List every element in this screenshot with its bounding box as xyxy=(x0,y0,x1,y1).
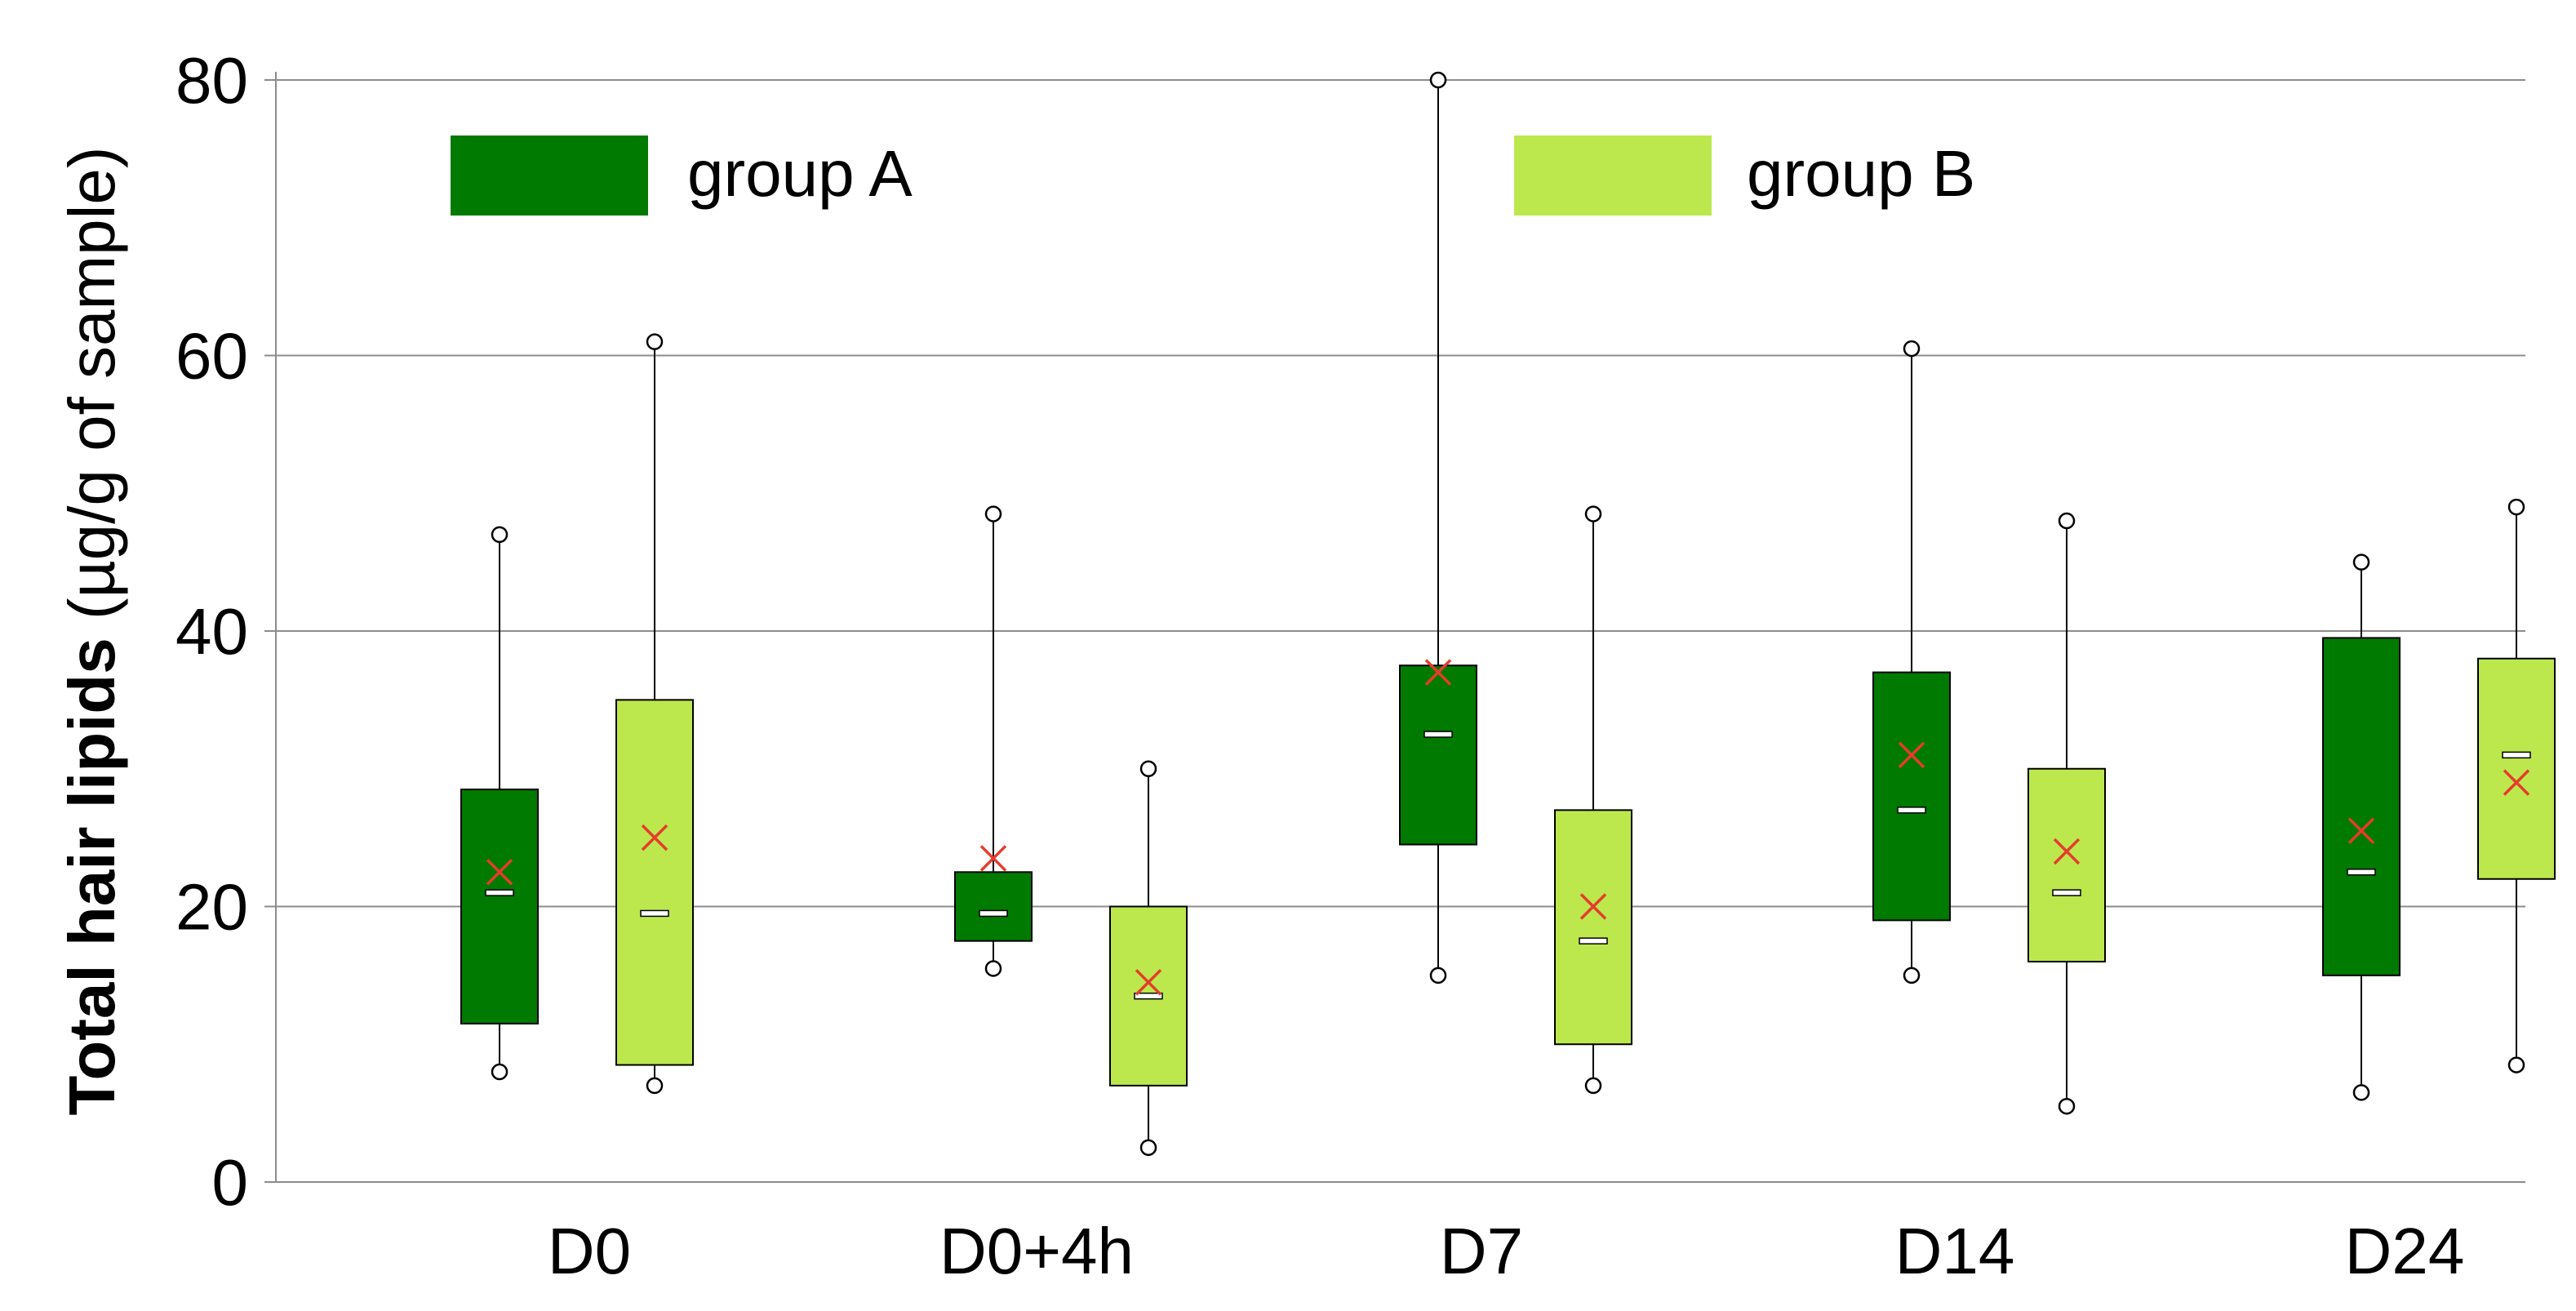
max-point xyxy=(984,505,1002,522)
box-body xyxy=(2477,657,2556,880)
min-point xyxy=(1139,1139,1157,1157)
box-group-A-D14 xyxy=(1872,340,1951,984)
box-group-B-D0+4h xyxy=(1109,760,1188,1157)
box-group-A-D7 xyxy=(1399,71,1477,984)
legend-label-2: group B xyxy=(1747,137,1975,210)
median-marker xyxy=(485,889,514,896)
max-point xyxy=(1429,71,1447,89)
y-axis-title: Total hair lipids (µg/g of sample) xyxy=(56,146,128,1115)
mean-marker xyxy=(1424,659,1452,686)
y-tick-label: 80 xyxy=(175,44,248,117)
median-marker xyxy=(2052,889,2081,896)
max-point xyxy=(1584,505,1602,522)
min-point xyxy=(646,1077,664,1095)
box-group-A-D0+4h xyxy=(954,505,1033,977)
x-category-label: D0 xyxy=(548,1215,631,1287)
box-body xyxy=(460,789,539,1024)
mean-marker xyxy=(641,824,668,851)
median-marker xyxy=(2347,869,2376,876)
max-point xyxy=(491,526,509,544)
median-marker xyxy=(2502,751,2531,759)
max-point xyxy=(2058,512,2076,530)
box-body xyxy=(2027,767,2106,962)
axes xyxy=(264,72,2525,1183)
labels: 0 20 40 60 80 Total hair lipids (µg/g of samp… xyxy=(56,44,2464,1287)
mean-marker xyxy=(2347,817,2375,844)
box-body xyxy=(1872,671,1951,922)
y-axis-title-bold: Total hair lipids xyxy=(56,638,128,1115)
y-tick-label: 0 xyxy=(212,1146,249,1219)
legend-swatch-1 xyxy=(451,136,648,216)
box-body xyxy=(1554,809,1632,1046)
legend-label-1: group A xyxy=(687,137,913,210)
box-body xyxy=(1399,664,1477,846)
max-point xyxy=(2352,553,2370,571)
mean-marker xyxy=(2053,838,2081,865)
y-tick-label: 40 xyxy=(175,595,248,668)
x-category-label: D0+4h xyxy=(939,1215,1134,1287)
mean-marker xyxy=(2503,769,2530,796)
mean-marker xyxy=(486,859,513,886)
median-marker xyxy=(1579,937,1608,944)
x-category-label: D7 xyxy=(1440,1215,1523,1287)
median-marker xyxy=(979,909,1008,918)
box-group-B-D14 xyxy=(2027,512,2106,1115)
box-group-A-D0 xyxy=(460,526,539,1081)
box-body xyxy=(954,871,1033,942)
box-group-A-D24 xyxy=(2322,553,2401,1101)
max-point xyxy=(1139,760,1157,777)
median-marker xyxy=(1897,807,1926,814)
x-category-label: D14 xyxy=(1895,1215,2015,1287)
mean-marker xyxy=(979,845,1007,872)
mean-marker xyxy=(1898,741,1925,769)
max-point xyxy=(646,333,664,350)
min-point xyxy=(2352,1084,2370,1101)
box-group-B-D24 xyxy=(2477,498,2556,1073)
boxes xyxy=(460,71,2556,1157)
box-group-B-D0 xyxy=(615,333,694,1095)
median-marker xyxy=(1134,992,1163,1000)
min-point xyxy=(1429,967,1447,984)
min-point xyxy=(2507,1056,2525,1073)
median-marker xyxy=(640,909,669,918)
box-group-B-D7 xyxy=(1554,505,1632,1095)
box-body xyxy=(2322,637,2401,976)
min-point xyxy=(1903,967,1921,984)
y-tick-label: 60 xyxy=(175,320,248,393)
max-point xyxy=(1903,340,1921,358)
min-point xyxy=(1584,1077,1602,1095)
mean-marker xyxy=(1579,893,1607,920)
y-tick-label: 20 xyxy=(175,871,248,944)
box-body xyxy=(615,699,694,1066)
legend-swatch-2 xyxy=(1514,136,1712,216)
min-point xyxy=(2058,1097,2076,1115)
max-point xyxy=(2507,498,2525,516)
median-marker xyxy=(1423,731,1453,738)
min-point xyxy=(491,1063,509,1081)
legend: group A group B xyxy=(451,136,1975,216)
grid-lines xyxy=(276,79,2525,908)
min-point xyxy=(984,960,1002,977)
mean-marker xyxy=(1135,969,1162,996)
y-axis-title-units: (µg/g of sample) xyxy=(56,146,128,638)
x-category-label: D24 xyxy=(2345,1215,2465,1287)
